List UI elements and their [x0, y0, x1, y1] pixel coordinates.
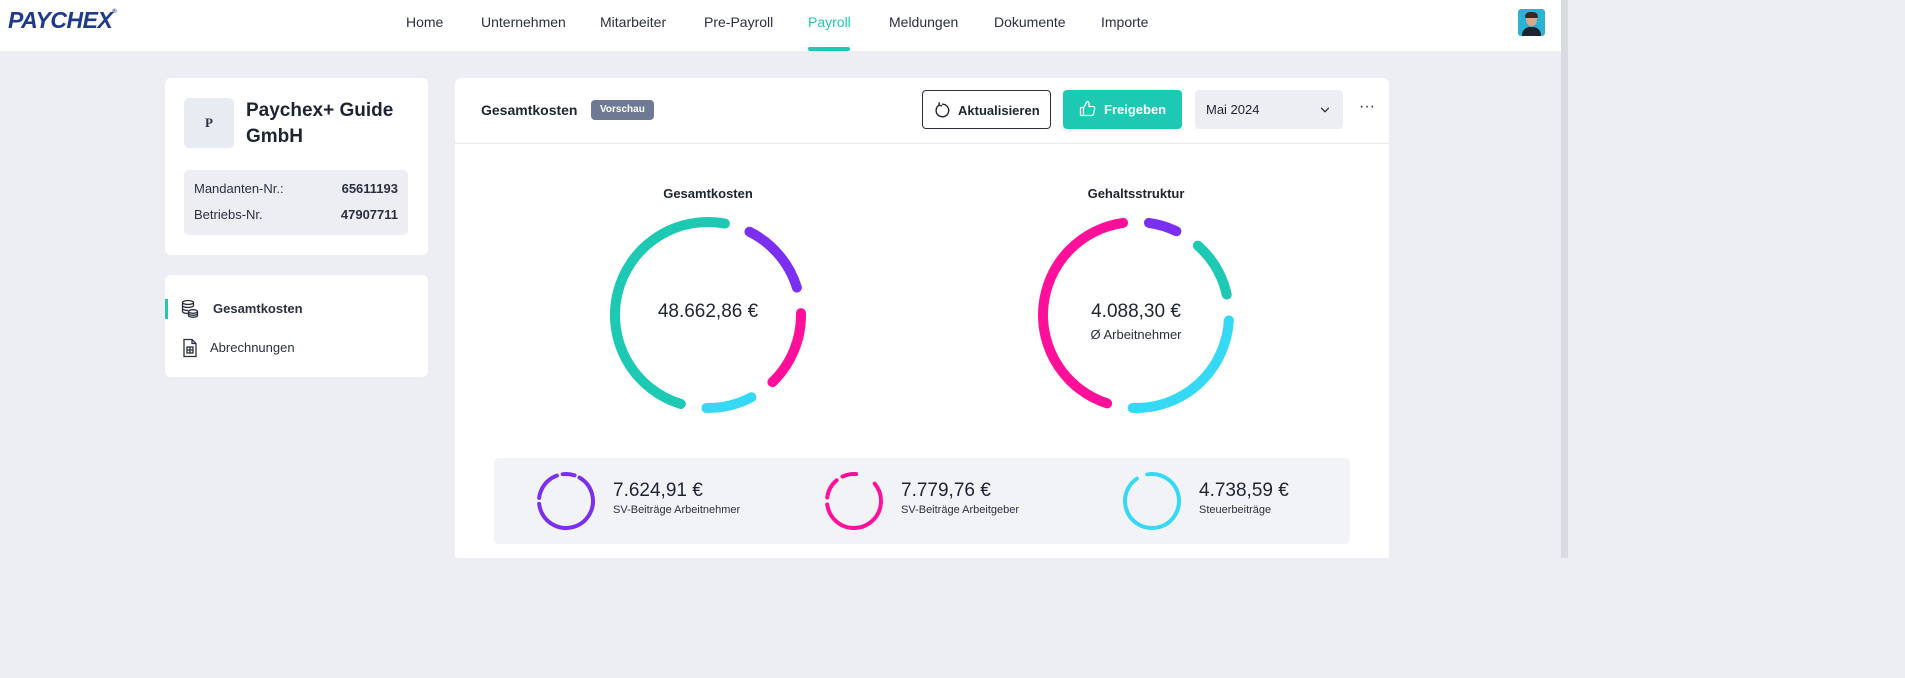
approve-button[interactable]: Freigeben — [1063, 90, 1182, 129]
logo-text: PAYCHEX — [8, 7, 113, 33]
user-avatar[interactable] — [1518, 9, 1545, 36]
client-number-value: 65611193 — [341, 181, 398, 196]
main-panel: Gesamtkosten Vorschau Aktualisieren Frei… — [455, 78, 1389, 558]
document-icon — [183, 338, 197, 358]
chevron-down-icon — [1320, 107, 1330, 113]
steuerbeitraege-amount: 4.738,59 € — [1199, 480, 1289, 501]
sv-arbeitnehmer-amount: 7.624,91 € — [613, 480, 703, 501]
nav-pre-payroll[interactable]: Pre-Payroll — [704, 14, 774, 30]
steuerbeitraege-label: Steuerbeiträge — [1199, 504, 1272, 516]
donut-1-segment-1[interactable] — [1192, 240, 1232, 300]
donut-0-segment-3[interactable] — [701, 392, 757, 413]
business-number-value: 47907711 — [340, 207, 398, 222]
donut-0-segment-1[interactable] — [744, 226, 802, 293]
nav-payroll[interactable]: Payroll — [808, 14, 851, 30]
company-card: P Paychex+ Guide GmbH Mandanten-Nr.: 656… — [165, 78, 428, 255]
nav-meldungen[interactable]: Meldungen — [889, 14, 959, 30]
active-nav-indicator — [808, 47, 850, 51]
donut-1-segment-2[interactable] — [1127, 315, 1234, 413]
average-salary-label: Ø Arbeitnehmer — [1090, 327, 1182, 342]
company-ids-box: Mandanten-Nr.: 65611193 Betriebs-Nr. 479… — [184, 170, 408, 235]
logo-mark: ® — [112, 9, 117, 15]
menu-label-gesamtkosten: Gesamtkosten — [213, 301, 303, 316]
avatar-hair — [1525, 12, 1538, 18]
business-number-label: Betriebs-Nr. — [194, 207, 263, 222]
chart-title-gehaltsstruktur: Gehaltsstruktur — [1087, 186, 1185, 201]
top-navigation-bar: PAYCHEX® Home Unternehmen Mitarbeiter Pr… — [0, 0, 1568, 51]
coins-stack-icon — [181, 299, 199, 318]
nav-mitarbeiter[interactable]: Mitarbeiter — [600, 14, 667, 30]
page-scrollbar[interactable] — [1561, 0, 1568, 558]
more-options-button[interactable]: ··· — [1359, 98, 1375, 115]
sv-arbeitgeber-amount: 7.779,76 € — [901, 480, 991, 501]
approve-label: Freigeben — [1104, 102, 1167, 117]
average-salary-value: 4.088,30 € — [1091, 301, 1181, 322]
cost-summary: 7.624,91 € SV-Beiträge Arbeitnehmer 7.77… — [494, 458, 1350, 544]
month-select[interactable]: Mai 2024 — [1195, 90, 1343, 129]
refresh-label: Aktualisieren — [958, 103, 1040, 118]
sv-arbeitgeber-ring-icon — [825, 472, 883, 530]
donut-1-segment-3[interactable] — [1038, 217, 1129, 409]
menu-item-gesamtkosten[interactable]: Gesamtkosten — [165, 291, 428, 327]
thumbs-up-icon — [1079, 100, 1096, 117]
donut-1-segment-0[interactable] — [1143, 217, 1182, 237]
main-header: Gesamtkosten Vorschau Aktualisieren Frei… — [455, 78, 1389, 144]
active-menu-marker — [165, 299, 168, 319]
month-select-value: Mai 2024 — [1206, 102, 1260, 117]
client-number-label: Mandanten-Nr.: — [194, 181, 284, 196]
side-menu: Gesamtkosten Abrechnungen — [165, 275, 428, 377]
donut-0-segment-0[interactable] — [609, 217, 730, 409]
refresh-icon — [935, 102, 950, 118]
sv-arbeitgeber-label: SV-Beiträge Arbeitgeber — [901, 504, 1020, 516]
page-title: Gesamtkosten — [481, 102, 578, 118]
avatar-head — [1526, 14, 1537, 26]
client-number-row: Mandanten-Nr.: 65611193 — [194, 181, 398, 196]
business-number-row: Betriebs-Nr. 47907711 — [194, 207, 398, 222]
gesamtkosten-donut-chart — [609, 217, 806, 413]
sv-arbeitnehmer-label: SV-Beiträge Arbeitnehmer — [613, 504, 741, 516]
chart-title-gesamtkosten: Gesamtkosten — [663, 186, 753, 201]
steuerbeitraege-ring-icon — [1123, 472, 1181, 530]
company-name: Paychex+ Guide GmbH — [246, 100, 394, 147]
nav-unternehmen[interactable]: Unternehmen — [481, 14, 566, 30]
nav-importe[interactable]: Importe — [1101, 14, 1149, 30]
refresh-button[interactable]: Aktualisieren — [922, 90, 1051, 129]
menu-item-abrechnungen[interactable]: Abrechnungen — [165, 330, 428, 366]
menu-label-abrechnungen: Abrechnungen — [210, 340, 295, 355]
gesamtkosten-total: 48.662,86 € — [657, 301, 759, 322]
preview-badge: Vorschau — [591, 100, 654, 120]
donut-0-segment-2[interactable] — [767, 308, 806, 388]
nav-dokumente[interactable]: Dokumente — [994, 14, 1066, 30]
company-logo: P — [184, 98, 234, 148]
nav-home[interactable]: Home — [406, 14, 444, 30]
paychex-logo[interactable]: PAYCHEX® — [8, 7, 117, 34]
sv-arbeitnehmer-ring-icon — [537, 472, 595, 530]
gehaltsstruktur-donut-chart — [1038, 217, 1234, 413]
avatar-body — [1522, 27, 1541, 36]
